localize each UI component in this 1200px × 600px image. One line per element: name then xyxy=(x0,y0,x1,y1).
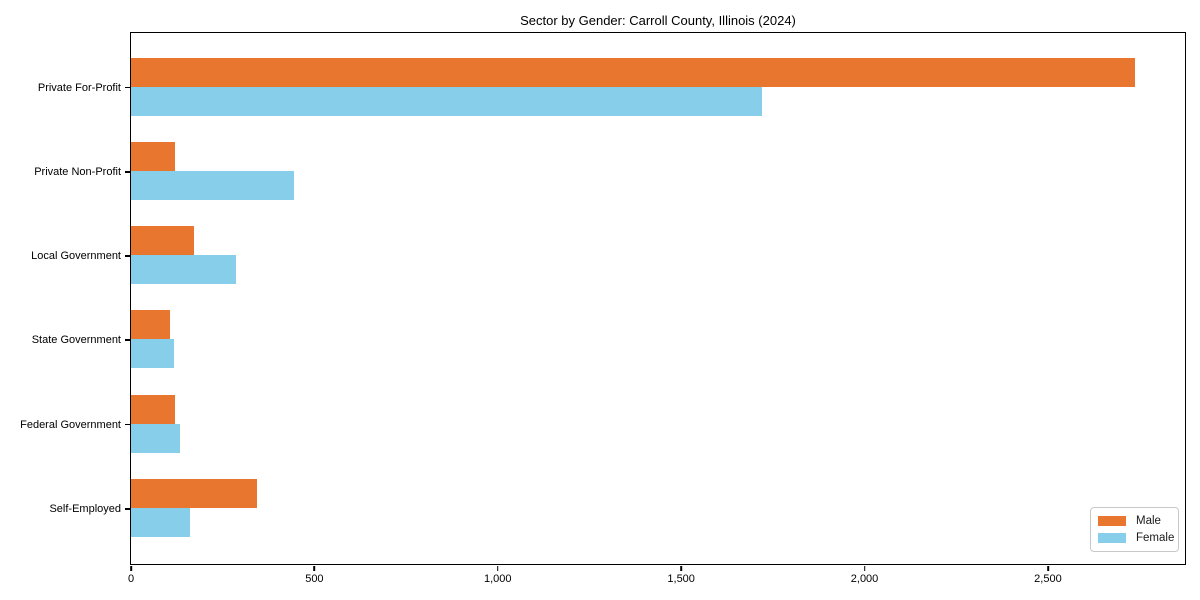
bar-male-0 xyxy=(131,57,1135,87)
y-tick-mark-2 xyxy=(125,255,130,257)
y-tick-mark-3 xyxy=(125,339,130,342)
legend: Male Female xyxy=(1090,507,1179,552)
bar-male-2 xyxy=(131,226,194,256)
x-tick-mark-3 xyxy=(680,566,682,571)
bar-female-0 xyxy=(131,86,762,116)
y-tick-label-0: Private For-Profit xyxy=(37,81,121,94)
bar-female-1 xyxy=(131,170,294,200)
x-tick-label-5: 2,500 xyxy=(1034,573,1062,585)
legend-label-female: Female xyxy=(1136,531,1175,544)
y-tick-label-3: State Government xyxy=(31,334,121,347)
bar-male-1 xyxy=(131,141,176,171)
y-tick-mark-1 xyxy=(125,170,130,173)
bar-female-2 xyxy=(131,255,236,285)
x-tick-label-4: 2,000 xyxy=(850,573,879,585)
legend-entry-male: Male xyxy=(1098,515,1171,527)
plot-area xyxy=(130,32,1186,565)
x-tick-mark-5 xyxy=(1047,566,1049,571)
x-tick-label-2: 1,000 xyxy=(484,573,512,585)
y-tick-label-5: Self-Employed xyxy=(49,502,121,515)
x-tick-mark-1 xyxy=(313,566,316,571)
x-tick-label-3: 1,500 xyxy=(667,573,695,585)
legend-entry-female: Female xyxy=(1098,531,1175,544)
bar-female-3 xyxy=(131,339,174,369)
y-tick-mark-0 xyxy=(125,86,130,89)
x-tick-mark-2 xyxy=(496,566,499,571)
x-tick-label-1: 500 xyxy=(305,573,324,585)
y-tick-label-4: Federal Government xyxy=(20,418,121,431)
y-axis: Private For-Profit Private Non-Profit Loca… xyxy=(0,32,130,565)
legend-swatch-female xyxy=(1098,532,1126,543)
y-tick-mark-4 xyxy=(125,423,130,426)
x-axis: 0 500 1,000 1,500 2,000 2,500 xyxy=(127,565,1187,595)
bar-male-4 xyxy=(131,394,176,424)
legend-swatch-male xyxy=(1098,516,1126,527)
bar-female-5 xyxy=(131,507,191,537)
chart-title: Sector by Gender: Carroll County, Illino… xyxy=(520,13,796,28)
y-tick-label-1: Private Non-Profit xyxy=(34,165,121,178)
bar-male-5 xyxy=(131,478,257,508)
y-tick-mark-5 xyxy=(125,507,130,510)
x-tick-label-0: 0 xyxy=(127,573,135,585)
x-tick-mark-0 xyxy=(130,566,132,571)
bar-male-3 xyxy=(131,310,170,340)
legend-label-male: Male xyxy=(1136,515,1161,528)
bar-female-4 xyxy=(131,423,180,453)
x-tick-mark-4 xyxy=(863,566,866,571)
y-tick-label-2: Local Government xyxy=(31,250,121,262)
